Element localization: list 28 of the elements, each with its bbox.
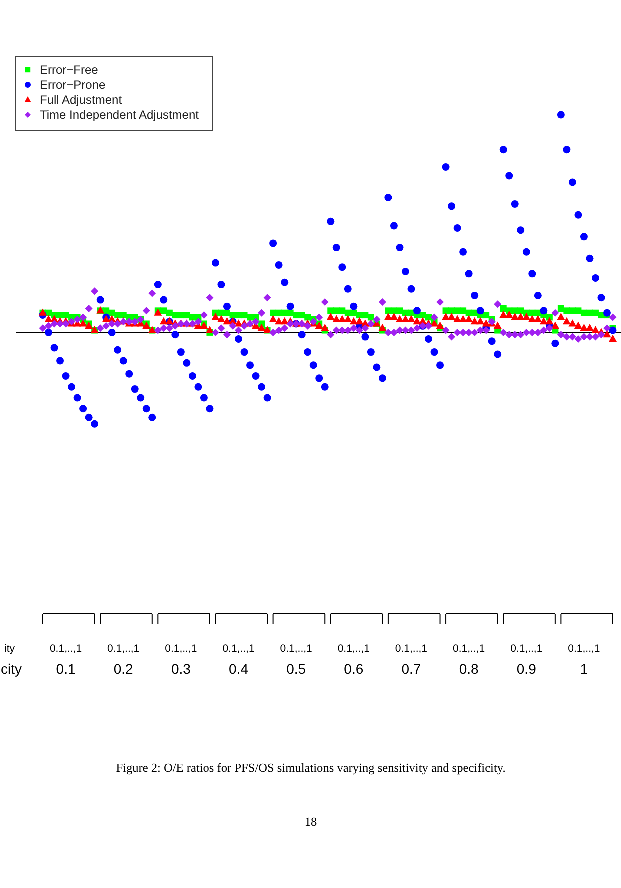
x-tick-label: 0.1,..,1 [222, 643, 255, 655]
x-tick-label: 0.1,..,1 [510, 643, 543, 655]
text: 18 [304, 815, 318, 829]
text: ity [4, 643, 16, 655]
x-tick-label: 0.1,..,1 [280, 643, 313, 655]
x-tick-label: 0.1,..,1 [50, 643, 82, 655]
text: 1 [580, 661, 588, 677]
text: 0.9 [516, 661, 537, 677]
text: city [1, 661, 22, 677]
x-tick-label: 0.1,..,1 [568, 643, 600, 655]
legend-label: Time Independent Adjustment [40, 108, 200, 122]
legend-label: Full Adjustment [40, 93, 123, 107]
x-tick-label: 0.1,..,1 [338, 643, 370, 655]
x-tick-label: 0.1,..,1 [165, 643, 198, 655]
text: 0.5 [286, 661, 306, 677]
text: 0.4 [229, 661, 249, 677]
text: 0.1 [56, 661, 76, 677]
x-tick-label: 0.1,..,1 [395, 643, 428, 655]
text: 0.3 [171, 661, 192, 677]
x-tick-label: 0.1,..,1 [453, 643, 486, 655]
text: 0.8 [459, 661, 479, 677]
legend-label: Error−Free [40, 63, 99, 77]
text: 0.7 [402, 661, 422, 677]
legend-label: Error−Prone [40, 78, 106, 92]
text: 0.6 [344, 661, 364, 677]
caption: Figure 2: O/E ratios for PFS/OS simulations varying sensitivity and specificity. [116, 761, 506, 775]
text: 0.2 [114, 661, 134, 677]
x-tick-label: 0.1,..,1 [108, 643, 140, 655]
